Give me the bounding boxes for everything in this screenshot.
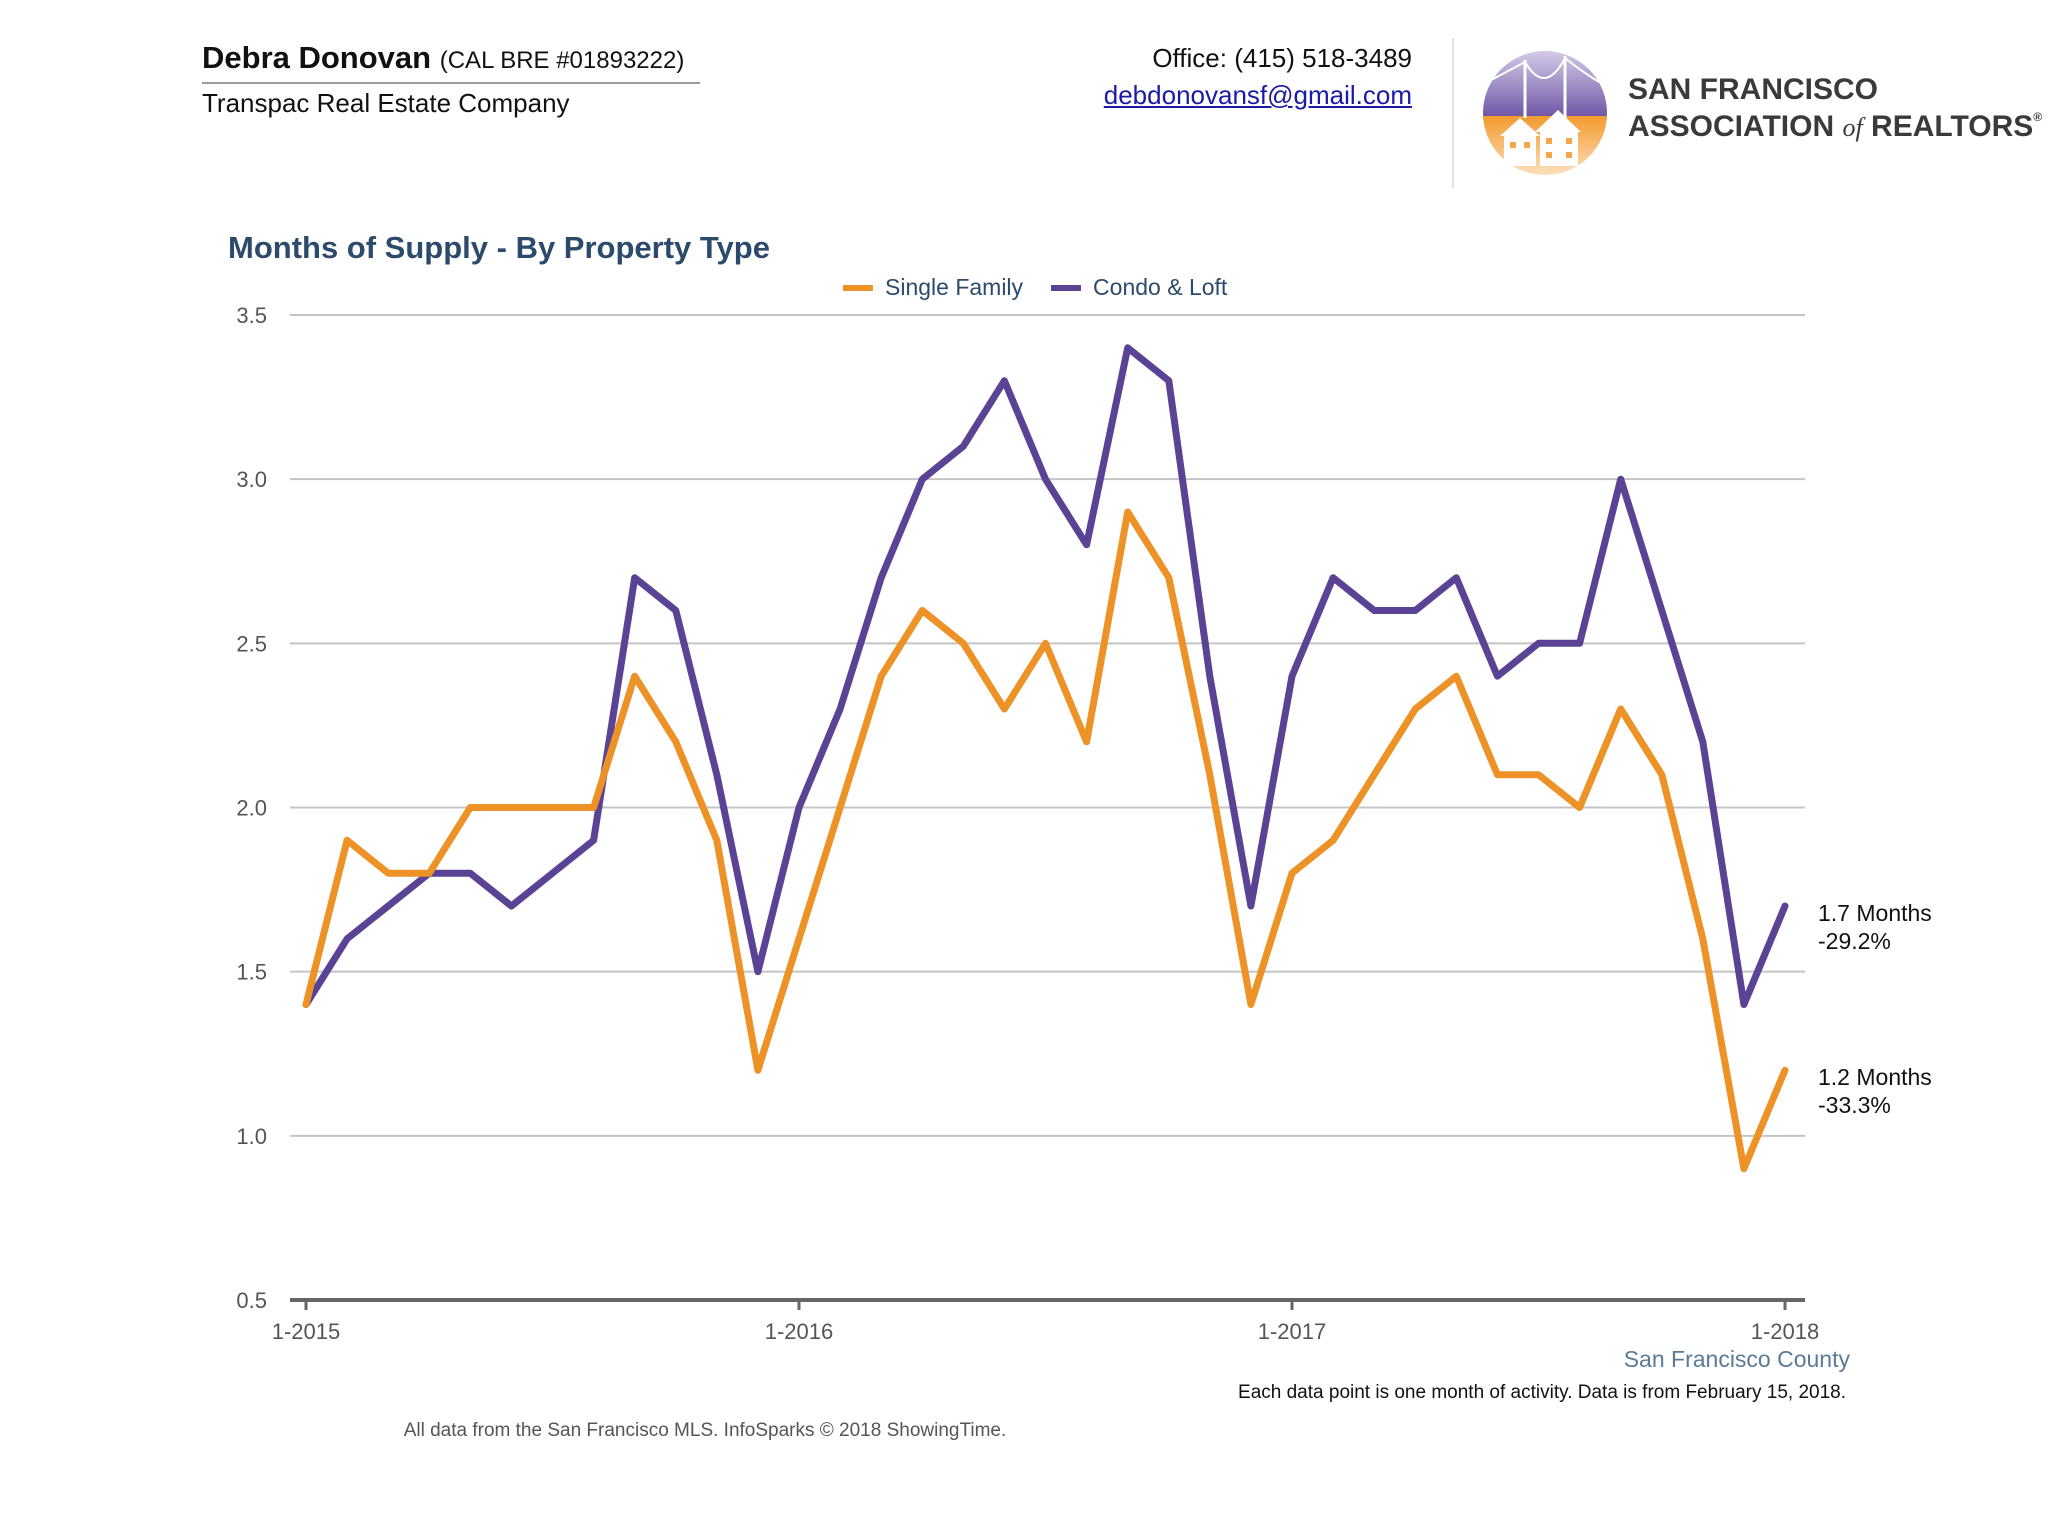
org-name-association: ASSOCIATION: [1628, 110, 1835, 143]
office-phone: Office: (415) 518-3489: [1152, 43, 1412, 73]
series-line-condo-loft: [302, 344, 1789, 1008]
data-note: Each data point is one month of activity…: [1238, 1382, 1846, 1403]
end-label-change-single-family: -33.3%: [1818, 1092, 1891, 1118]
y-tick-label: 3.0: [236, 467, 267, 492]
end-label-change-condo-loft: -29.2%: [1818, 928, 1891, 954]
registered-mark: ®: [2033, 110, 2043, 124]
data-source: All data from the San Francisco MLS. Inf…: [403, 1420, 1007, 1441]
x-tick-label: 1-2017: [1258, 1319, 1327, 1344]
org-name-of: of: [1842, 113, 1863, 142]
y-tick-label: 1.5: [236, 960, 267, 985]
agent-license: (CAL BRE #01893222): [439, 47, 685, 74]
legend-label-condo-loft: Condo & Loft: [1093, 274, 1228, 300]
y-tick-label: 2.5: [236, 631, 267, 656]
company-name: Transpac Real Estate Company: [202, 88, 570, 118]
org-name-line1: SAN FRANCISCO: [1628, 73, 1879, 106]
org-name-line2: ASSOCIATION of REALTORS®: [1628, 110, 2042, 144]
x-tick-label: 1-2015: [272, 1319, 341, 1344]
y-tick-label: 1.0: [236, 1124, 267, 1149]
association-logo: [1483, 51, 1607, 175]
legend-label-single-family: Single Family: [885, 274, 1024, 300]
chart-legend: Single Family Condo & Loft: [843, 274, 1255, 301]
x-tick-label: 1-2016: [765, 1319, 834, 1344]
org-name-realtors: REALTORS: [1871, 110, 2034, 143]
county-label: San Francisco County: [1623, 1346, 1850, 1372]
y-tick-label: 0.5: [236, 1288, 267, 1313]
legend-swatch-single-family: [843, 284, 873, 291]
legend-item-single-family: Single Family: [843, 274, 1023, 301]
agent-name: Debra Donovan (CAL BRE #01893222): [202, 40, 684, 76]
agent-underline: [202, 82, 700, 84]
agent-name-text: Debra Donovan: [202, 40, 432, 75]
end-label-value-single-family: 1.2 Months: [1818, 1064, 1932, 1090]
end-label-value-condo-loft: 1.7 Months: [1818, 900, 1932, 926]
y-tick-label: 2.0: [236, 796, 267, 821]
series-line-single-family: [302, 508, 1789, 1173]
x-tick-label: 1-2018: [1751, 1319, 1820, 1344]
legend-item-condo-loft: Condo & Loft: [1051, 274, 1227, 301]
chart-title: Months of Supply - By Property Type: [228, 230, 770, 265]
y-tick-label: 3.5: [236, 303, 267, 328]
email-link[interactable]: debdonovansf@gmail.com: [1103, 80, 1412, 110]
header-divider: [1452, 38, 1454, 188]
legend-swatch-condo-loft: [1051, 284, 1082, 291]
